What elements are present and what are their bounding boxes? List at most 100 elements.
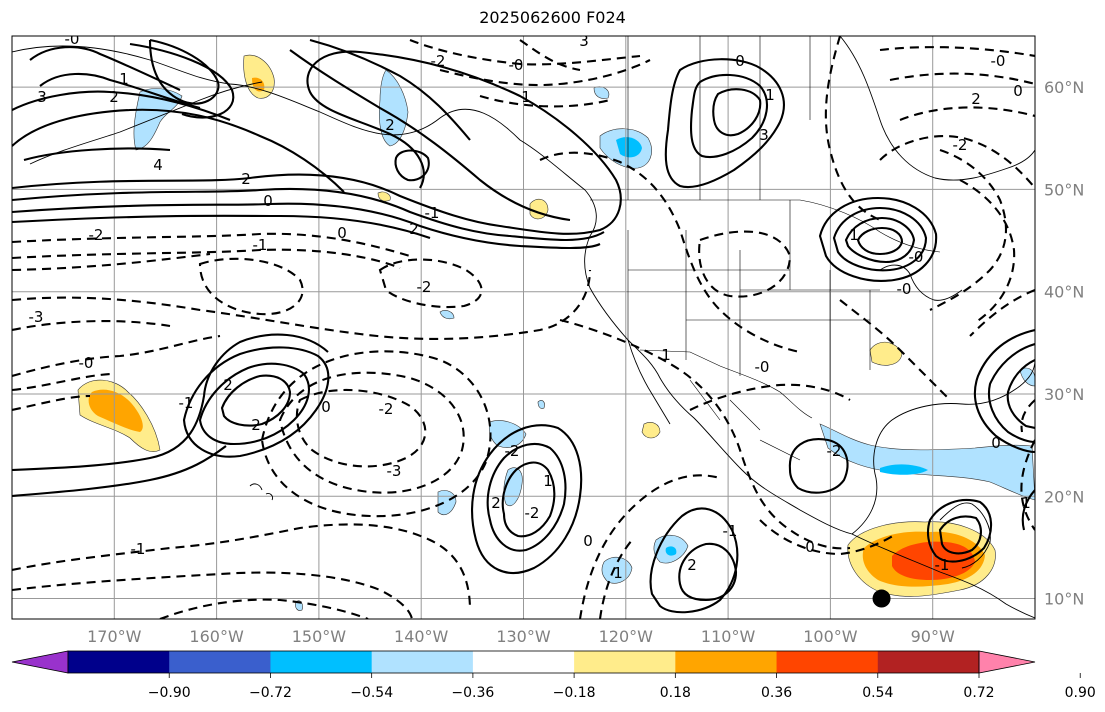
colorbar-segment [472, 651, 575, 673]
positive-contour [29, 46, 181, 91]
coastline-gulf-coast [851, 359, 1035, 535]
positive-contour [788, 438, 849, 494]
negative-contour [698, 230, 792, 298]
contour-label: -2 [953, 136, 968, 154]
latitude-tick: 50°N [1044, 180, 1084, 199]
mexico-states [689, 379, 801, 461]
negative-contour [12, 248, 401, 269]
positive-contour [649, 507, 739, 614]
negative-contour [439, 59, 651, 87]
negative-anomaly-area [665, 546, 677, 556]
contour-label: 0 [991, 434, 1001, 452]
contour-label: 3 [759, 126, 769, 144]
positive-contour [664, 58, 785, 189]
contour-label: 2 [109, 88, 119, 106]
contour-label: -0 [65, 30, 80, 48]
negative-contour [295, 388, 427, 468]
positive-contour [23, 147, 171, 162]
positive-contour [12, 50, 622, 235]
negative-contour [409, 39, 641, 66]
positive-contour [394, 149, 430, 182]
negative-contour [598, 539, 633, 619]
contour-label: 2 [385, 116, 395, 134]
colorbar-tick-label: 0.90 [1065, 685, 1096, 701]
negative-contour [879, 135, 1035, 189]
negative-contour [12, 269, 592, 340]
contour-label: -0 [509, 56, 524, 74]
map-title: 2025062600 F024 [479, 8, 626, 27]
positive-contour [486, 442, 567, 552]
contour-label: 1 [543, 472, 553, 490]
contour-label: -2 [505, 442, 520, 460]
longitude-tick: 90°W [911, 627, 955, 646]
negative-contour [260, 350, 492, 518]
positive-contour [289, 49, 571, 222]
colorbar [11, 650, 1036, 674]
positive-contour [712, 88, 762, 137]
positive-anomaly-area [869, 341, 903, 366]
positive-contour [678, 542, 738, 602]
location-marker [872, 589, 891, 608]
coastline-yucatan [939, 502, 991, 569]
negative-anomaly-area [439, 310, 455, 320]
positive-contour [220, 374, 292, 427]
colorbar-tick-label: 0.54 [862, 685, 893, 701]
negative-contour [899, 106, 1035, 121]
contour-label: -0 [755, 358, 770, 376]
colorbar-segment [574, 651, 676, 673]
coastline-hudson [839, 36, 1035, 181]
negative-contour [159, 598, 369, 619]
contour-label: 1 [1021, 494, 1031, 512]
positive-contour [12, 214, 431, 239]
negative-contour [519, 39, 581, 72]
contour-label: 3 [37, 88, 47, 106]
positive-contour [844, 216, 916, 264]
positive-contour [182, 346, 330, 458]
positive-anomaly-area [243, 54, 275, 99]
positive-contour [856, 226, 904, 256]
colorbar-tick-label: 0.36 [761, 685, 792, 701]
longitude-tick: 110°W [701, 627, 756, 646]
contour-label: 0 [337, 224, 347, 242]
negative-contour [879, 46, 1035, 58]
contour-label: 1 [765, 86, 775, 104]
negative-anomaly-area [537, 400, 545, 409]
positive-contour [12, 187, 605, 242]
negative-contour [539, 151, 801, 354]
negative-anomaly-area [819, 423, 1035, 501]
contour-label: 1 [849, 226, 859, 244]
positive-contour [309, 38, 471, 141]
map-gridlines [12, 36, 1035, 619]
negative-contour [278, 371, 465, 494]
positive-contour [501, 461, 556, 538]
colorbar-tick-label: −0.90 [148, 685, 191, 701]
positive-contour [12, 333, 329, 472]
contour-label: -0 [909, 248, 924, 266]
anomaly-shading [77, 54, 1035, 611]
contour-label: -1 [253, 236, 268, 254]
canada-provinces [627, 36, 811, 200]
contour-label: -1 [425, 204, 440, 222]
colorbar-tick-label: −0.72 [249, 685, 292, 701]
colorbar-segment [371, 651, 474, 673]
contour-label: -3 [29, 308, 44, 326]
contour-label: 2 [687, 556, 697, 574]
negative-contour [824, 36, 881, 221]
positive-contour [148, 38, 220, 105]
contour-label: 0 [583, 532, 593, 550]
positive-contour [39, 72, 201, 110]
negative-contour [12, 372, 111, 392]
colorbar-segment [776, 651, 879, 673]
negative-contour [12, 232, 411, 258]
negative-contour [959, 179, 1016, 323]
positive-contour [129, 42, 235, 119]
latitude-tick: 20°N [1044, 487, 1084, 506]
contour-label: 0 [805, 538, 815, 556]
positive-contour [12, 445, 227, 498]
contour-label: 1 [661, 346, 671, 364]
positive-contour [471, 424, 583, 574]
contour-label: -3 [387, 462, 402, 480]
positive-contour [689, 73, 769, 158]
colorbar-segment [68, 651, 170, 673]
